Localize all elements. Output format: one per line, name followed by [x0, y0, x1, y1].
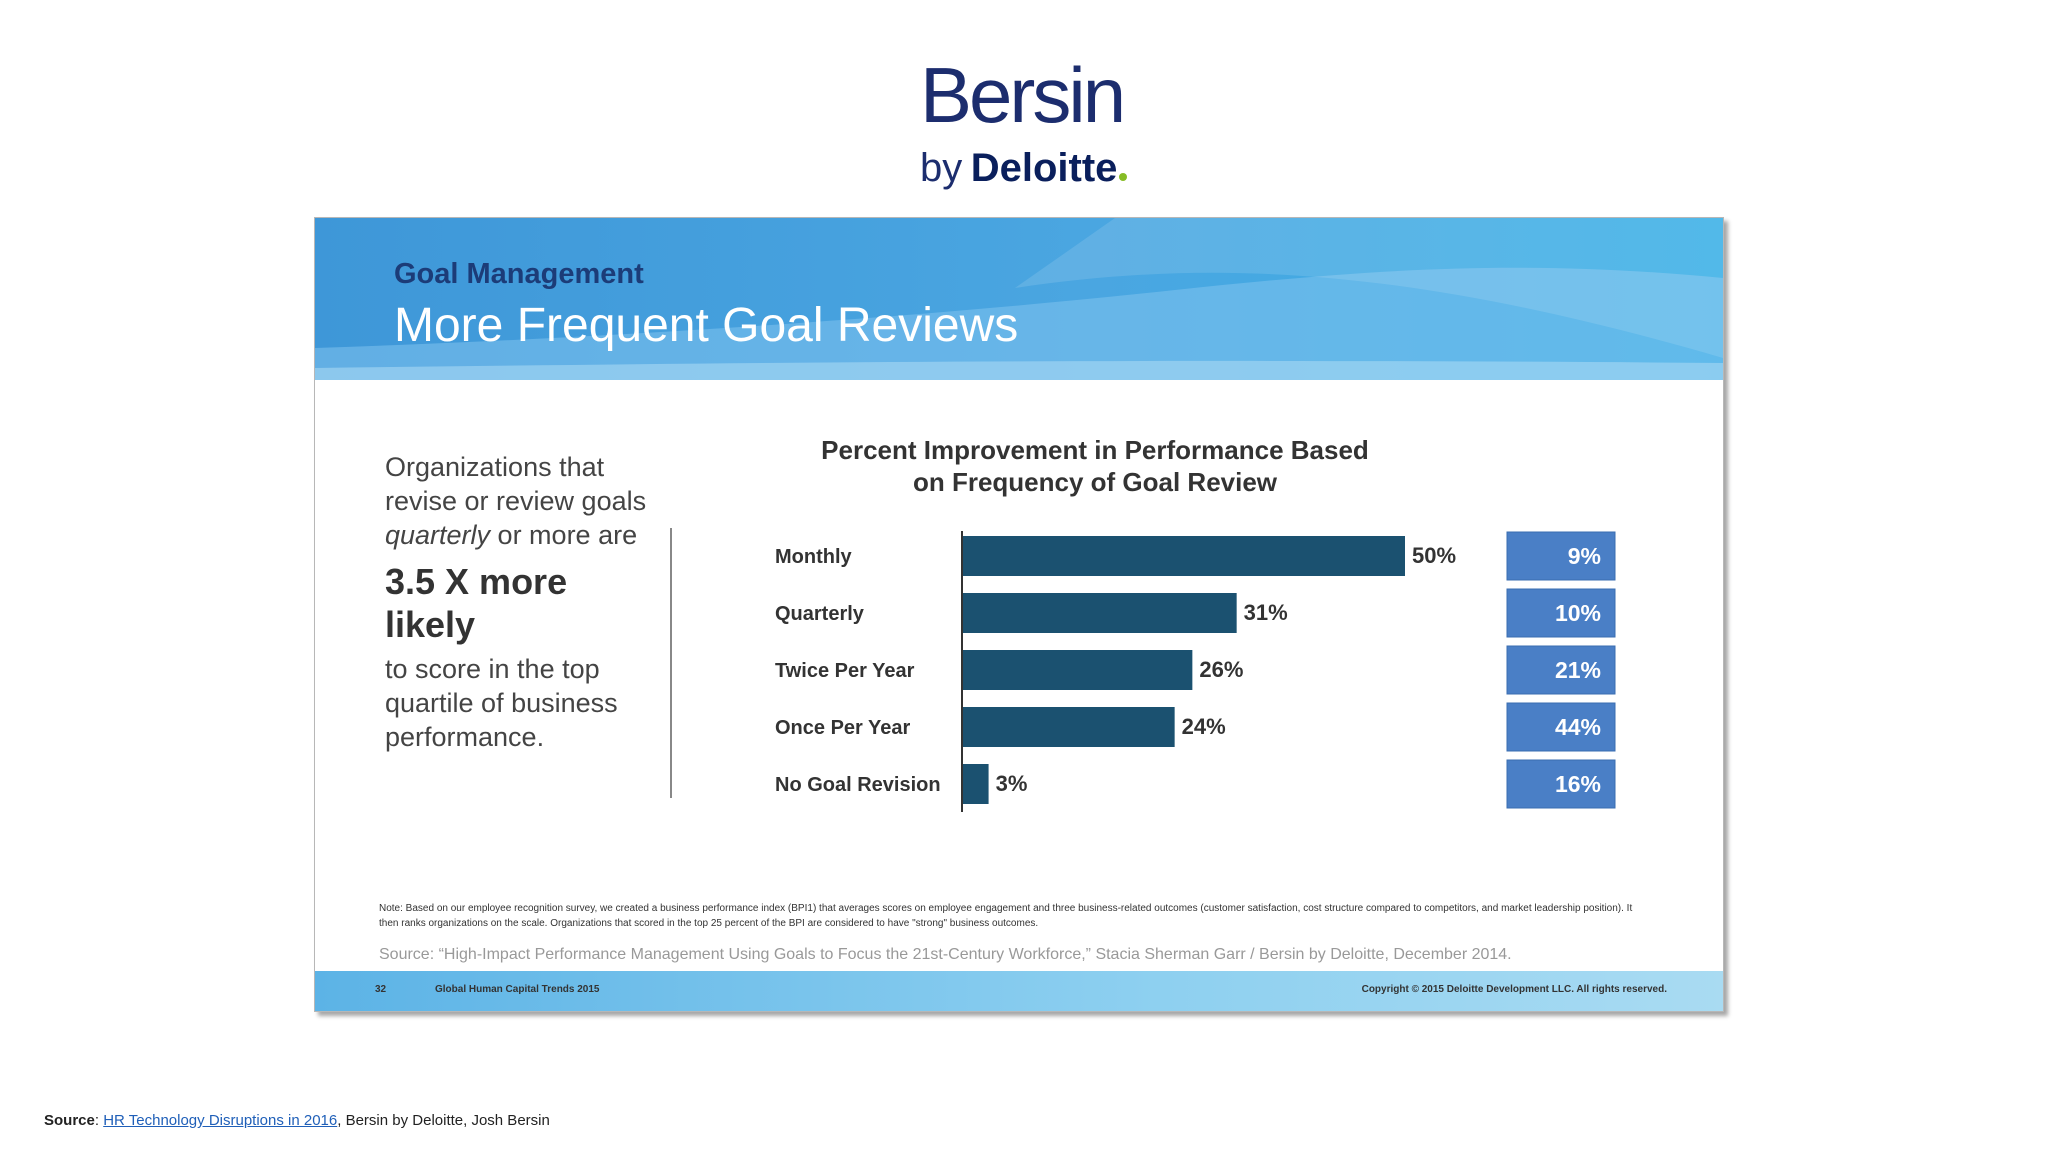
slide-note: Note: Based on our employee recognition … [379, 903, 1633, 929]
slide-page-number: 32 [375, 984, 387, 995]
category-label: Quarterly [775, 603, 865, 625]
slide-kicker: Goal Management [394, 258, 644, 290]
callout-line2: or more are [490, 520, 638, 550]
source-link[interactable]: HR Technology Disruptions in 2016 [103, 1112, 338, 1129]
side-value-box [1506, 588, 1616, 638]
callout-outro: to score in the top quartile of business… [385, 654, 618, 752]
callout-highlight: 3.5 X more likely [385, 561, 568, 645]
callout-emphasis: quarterly [385, 520, 491, 550]
category-label: Monthly [775, 546, 853, 568]
side-value-box [1506, 702, 1616, 752]
side-value-box [1506, 531, 1616, 581]
logo-green-dot [1119, 173, 1128, 181]
side-value-label: 21% [1555, 657, 1601, 683]
callout-intro: Organizations that revise or review goal… [385, 450, 665, 552]
header-wave-decoration [315, 218, 1723, 380]
vertical-divider [670, 528, 672, 798]
bar-value-label: 50% [1412, 543, 1456, 568]
page-source-line: Source: HR Technology Disruptions in 201… [44, 1112, 550, 1129]
embedded-slide: Goal Management More Frequent Goal Revie… [314, 217, 1724, 1012]
source-colon: : [94, 1112, 104, 1129]
callout-line1: Organizations that revise or review goal… [385, 452, 647, 516]
bar-value-label: 24% [1182, 714, 1226, 739]
category-label: Once Per Year [775, 717, 911, 739]
side-value-box [1506, 759, 1616, 809]
side-callout: Organizations that revise or review goal… [385, 450, 665, 754]
source-label: Source [44, 1112, 95, 1129]
slide-header-banner: Goal Management More Frequent Goal Revie… [315, 218, 1723, 380]
side-value-label: 9% [1568, 543, 1601, 569]
bar [962, 536, 1405, 576]
bar [962, 707, 1175, 747]
bar [962, 593, 1237, 633]
bersin-deloitte-logo: Bersin by Deloitte [900, 50, 1140, 190]
slide-footer: 32 Global Human Capital Trends 2015 Copy… [315, 971, 1723, 1011]
slide-source: Source: “High-Impact Performance Managem… [379, 946, 1512, 963]
category-label: Twice Per Year [775, 660, 915, 682]
logo-deloitte-text: Deloitte [970, 146, 1118, 190]
slide-footer-title: Global Human Capital Trends 2015 [435, 984, 600, 995]
bar-value-label: 31% [1244, 600, 1288, 625]
side-value-label: 10% [1555, 600, 1601, 626]
bar-value-label: 26% [1199, 657, 1243, 682]
bar [962, 764, 989, 804]
logo-byline: by Deloitte [920, 138, 1128, 207]
slide-title: More Frequent Goal Reviews [394, 299, 1019, 352]
chart-title: Percent Improvement in Performance Based… [821, 435, 1369, 497]
side-value-box [1506, 645, 1616, 695]
logo-bersin-text: Bersin [920, 51, 1126, 139]
source-rest: , Bersin by Deloitte, Josh Bersin [337, 1112, 550, 1129]
side-value-label: 44% [1555, 714, 1601, 740]
logo-by-text: by [920, 146, 963, 190]
bar-chart: Monthly 50% 9% Quarterly 31% 10% Twice Per Yea… [775, 531, 1616, 812]
side-value-label: 16% [1555, 771, 1601, 797]
bar [962, 650, 1193, 690]
category-label: No Goal Revision [775, 774, 941, 796]
slide-copyright: Copyright © 2015 Deloitte Development LL… [1361, 984, 1667, 995]
bar-value-label: 3% [996, 771, 1028, 796]
